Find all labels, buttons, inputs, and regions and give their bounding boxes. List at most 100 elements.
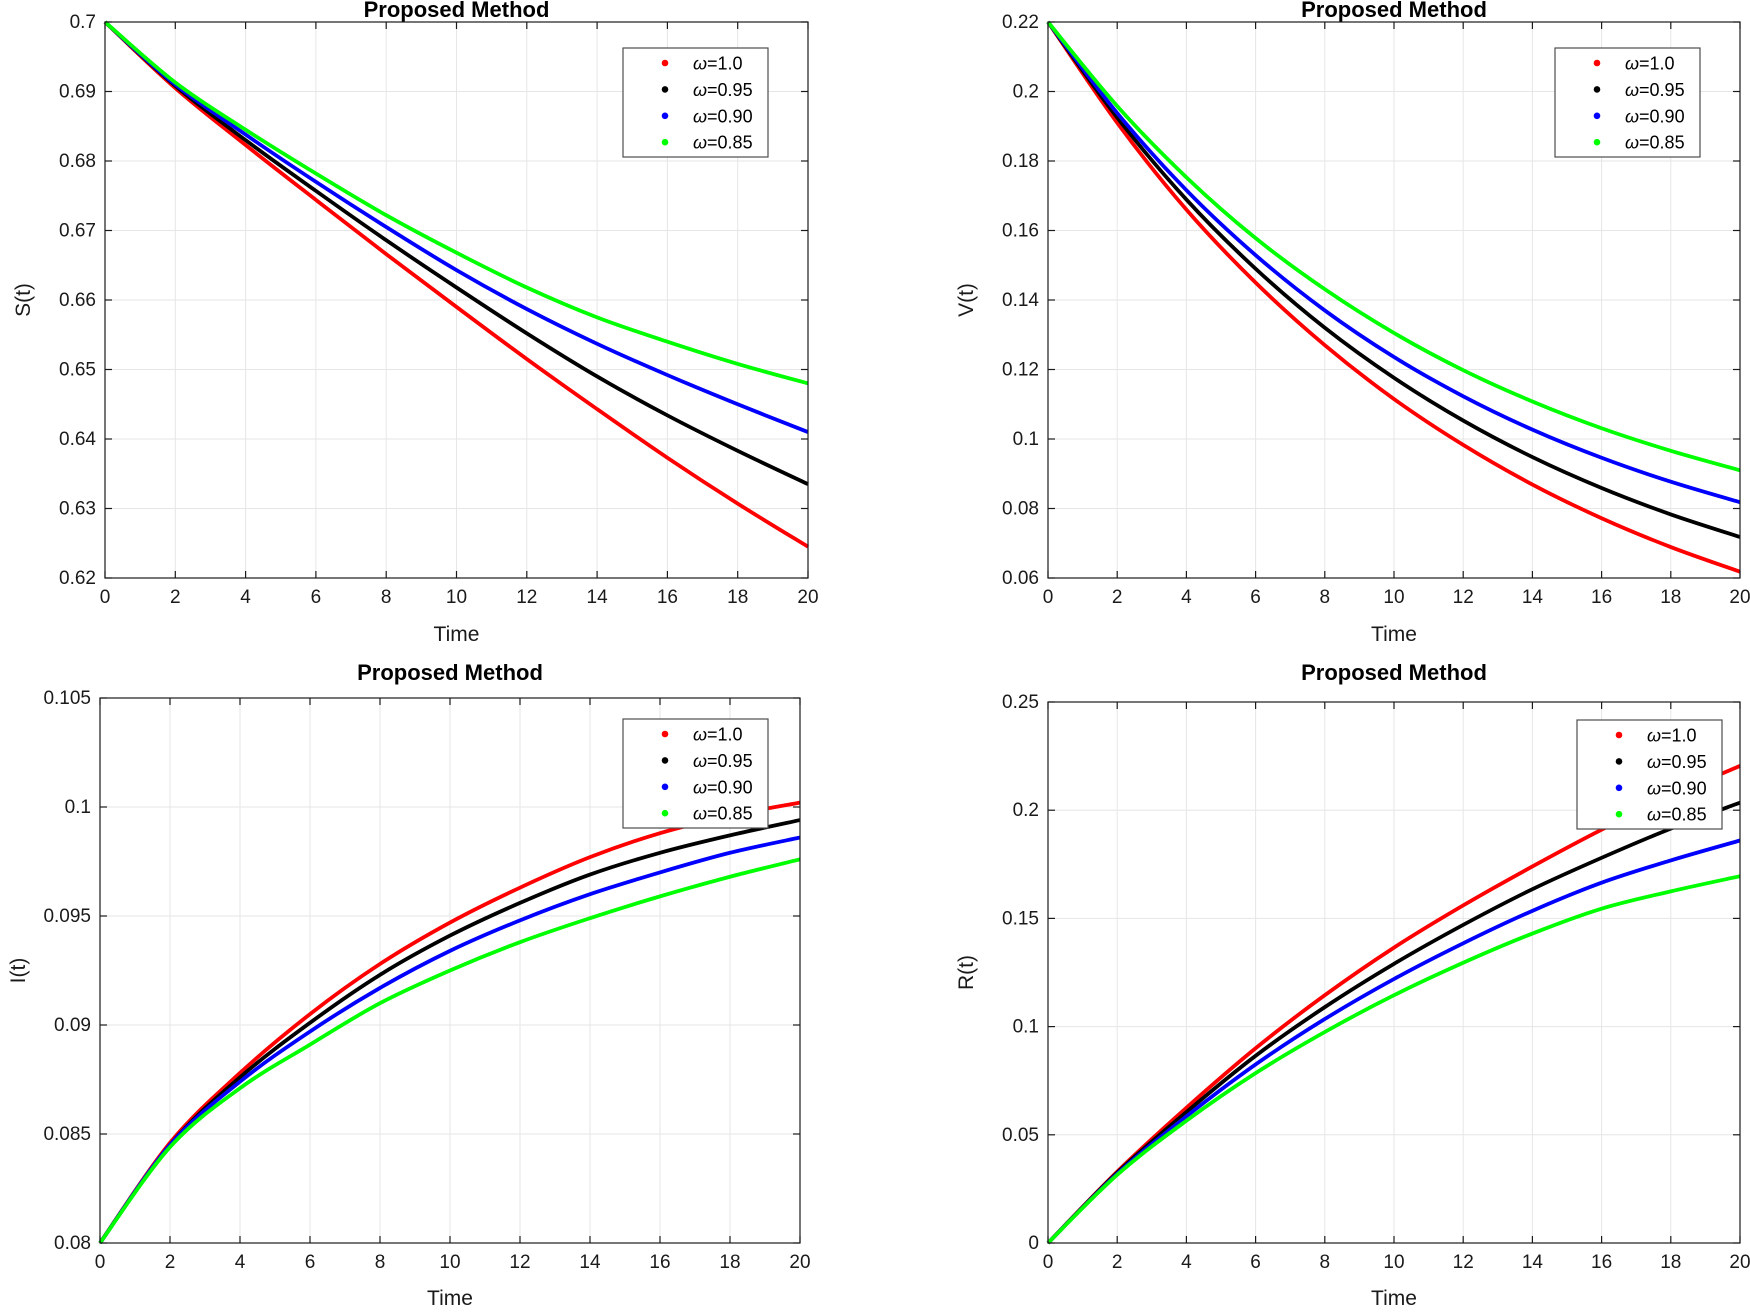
x-tick-label: 18 [727,587,748,608]
legend-marker-dot [1593,112,1601,120]
x-tick-label: 10 [1383,1252,1404,1273]
y-axis-label: I(t) [7,958,30,984]
y-tick-label: 0.66 [59,290,96,311]
y-tick-label: 0.16 [1002,221,1039,242]
x-tick-label: 20 [1729,587,1750,608]
series-line-ω=0.95 [1046,20,1741,539]
x-tick-label: 0 [100,587,111,608]
y-tick-label: 0.7 [70,12,96,33]
y-tick-label: 0.68 [59,151,96,172]
x-tick-label: 16 [1591,587,1612,608]
x-tick-label: 2 [1112,587,1123,608]
y-tick-label: 0.1 [65,797,91,818]
legend-label: ω=0.95 [693,80,753,100]
legend-label: ω=1.0 [693,54,743,74]
subplot-I: 0 2 4 6 8 10 12 14 16 18 20 0.08 0.085 0.09 0.095 0.1 0.… [7,660,811,1310]
x-tick-label: 2 [165,1252,176,1273]
legend: ω=1.0 ω=0.95 ω=0.90 ω=0.85 [622,47,769,158]
y-tick-label: 0.1 [1013,1017,1039,1038]
series-line-ω=0.90 [1046,838,1741,1245]
x-tick-label: 16 [649,1252,670,1273]
x-axis-label: Time [434,623,480,646]
x-tick-label: 14 [1522,587,1544,608]
y-tick-label: 0.62 [59,568,96,589]
plot-title: Proposed Method [1301,660,1487,685]
x-tick-label: 4 [1181,587,1192,608]
y-tick-label: 0.63 [59,499,96,520]
series-line-ω=0.95 [103,20,809,486]
y-tick-label: 0.12 [1002,360,1039,381]
y-tick-label: 0.1 [1013,429,1039,450]
y-tick-label: 0.06 [1002,568,1039,589]
x-tick-label: 2 [1112,1252,1123,1273]
y-tick-label: 0 [1028,1233,1039,1254]
x-tick-label: 6 [1250,1252,1261,1273]
plot-title: Proposed Method [364,0,550,22]
legend-label: ω=0.90 [693,777,753,797]
legend-marker-dot [661,138,669,146]
legend-label: ω=0.90 [1625,106,1685,126]
x-tick-label: 8 [1320,587,1331,608]
y-tick-label: 0.09 [54,1015,91,1036]
legend-marker-dot [661,757,669,764]
plot-title: Proposed Method [357,660,543,685]
x-tick-label: 14 [1522,1252,1544,1273]
series-group [98,800,801,1245]
plot-title: Proposed Method [1301,0,1487,22]
legend-box [622,47,769,158]
series-line-ω=0.85 [98,857,801,1245]
legend-marker-dot [661,59,669,67]
x-tick-label: 6 [311,587,322,608]
legend-marker-dot [661,783,669,791]
x-tick-label: 6 [1250,587,1261,608]
subplot-S: 0 2 4 6 8 10 12 14 16 18 20 0.62 0.63 0.64 0.65 0.66 0.6… [12,0,819,646]
series-line-ω=1.0 [1046,20,1741,574]
x-tick-label: 4 [235,1252,246,1273]
legend-box [1554,47,1701,158]
y-tick-label: 0.67 [59,221,96,242]
x-tick-label: 4 [240,587,251,608]
y-tick-label: 0.08 [54,1233,91,1254]
tick-marks [1047,701,1741,1244]
x-tick-label: 6 [305,1252,316,1273]
legend-label: ω=1.0 [1647,726,1697,746]
grid [1048,702,1740,1243]
x-tick-label: 10 [1383,587,1404,608]
legend-label: ω=1.0 [1625,54,1675,74]
x-tick-label: 20 [789,1252,810,1273]
x-tick-label: 18 [1660,1252,1681,1273]
legend-marker-dot [1615,731,1623,739]
y-tick-label: 0.15 [1002,908,1039,929]
x-tick-label: 0 [95,1252,106,1273]
y-tick-label: 0.69 [59,82,96,103]
x-tick-label: 2 [170,587,181,608]
legend-label: ω=0.85 [1647,805,1707,825]
y-axis-label: V(t) [955,283,978,317]
x-tick-label: 14 [587,587,609,608]
legend-marker-dot [1615,758,1623,765]
series-line-ω=0.90 [98,835,801,1245]
series-line-ω=0.85 [103,20,809,386]
legend-label: ω=0.85 [693,133,753,153]
x-tick-label: 12 [1453,1252,1474,1273]
x-axis-label: Time [1371,623,1417,646]
x-tick-label: 14 [579,1252,601,1273]
x-axis-label: Time [1371,1287,1417,1310]
y-tick-label: 0.25 [1002,692,1039,713]
x-tick-label: 18 [1660,587,1681,608]
x-axis-label: Time [427,1287,473,1310]
y-tick-label: 0.22 [1002,12,1039,33]
legend-marker-dot [1593,86,1601,93]
legend: ω=1.0 ω=0.95 ω=0.90 ω=0.85 [1576,719,1723,830]
x-tick-label: 12 [1453,587,1474,608]
x-tick-label: 8 [381,587,392,608]
y-tick-label: 0.18 [1002,151,1039,172]
series-line-ω=0.90 [103,20,809,434]
y-tick-label: 0.2 [1013,82,1039,103]
legend: ω=1.0 ω=0.95 ω=0.90 ω=0.85 [622,718,769,829]
legend-label: ω=0.95 [1625,80,1685,100]
y-tick-label: 0.65 [59,360,96,381]
x-tick-label: 8 [375,1252,386,1273]
tick-marks [99,697,801,1244]
